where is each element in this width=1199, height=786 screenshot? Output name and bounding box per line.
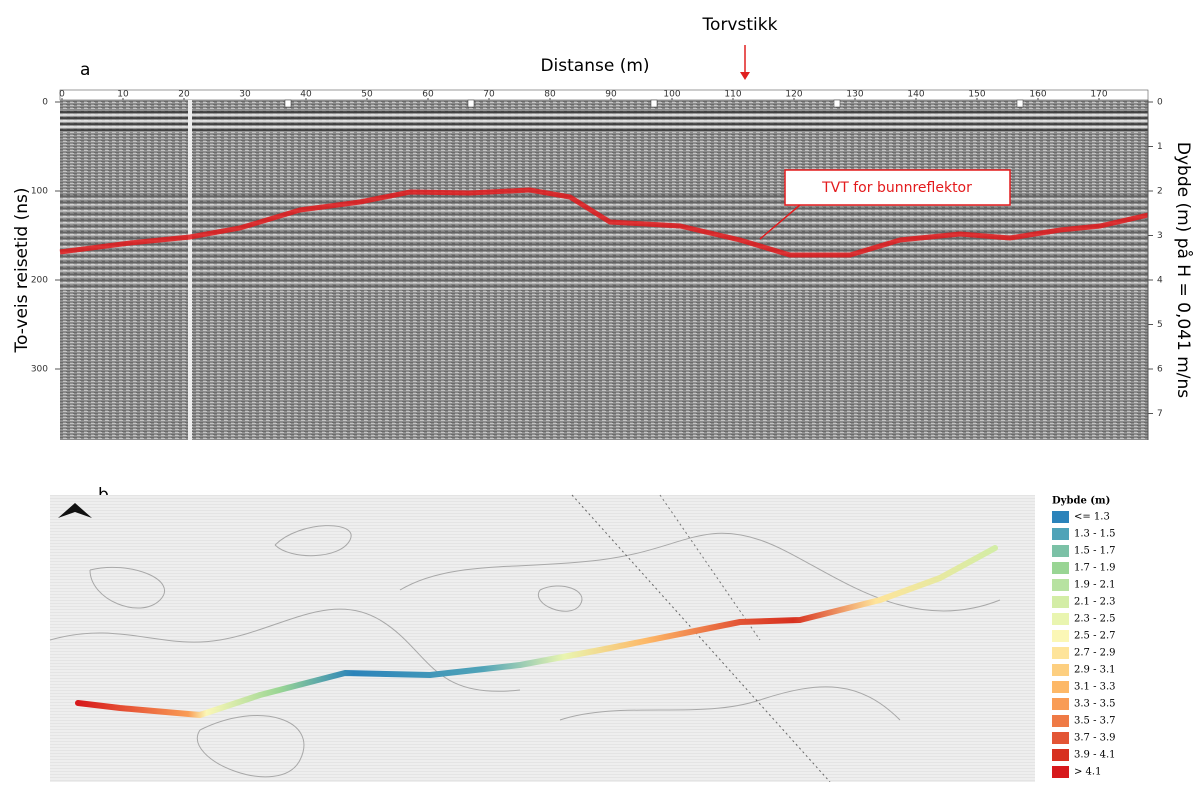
legend-label: > 4.1 bbox=[1074, 767, 1101, 778]
legend-swatch bbox=[1052, 647, 1069, 659]
legend-swatch bbox=[1052, 511, 1069, 523]
legend: <= 1.3 1.3 - 1.5 1.5 - 1.7 1.7 - 1.9 1.9 - 2… bbox=[1052, 511, 1116, 778]
marker-arrowhead bbox=[740, 72, 750, 80]
y2-tick-label: 5 bbox=[1157, 320, 1163, 330]
trace-marker bbox=[285, 100, 291, 107]
trace-marker bbox=[468, 100, 474, 107]
legend-label: 3.9 - 4.1 bbox=[1074, 750, 1116, 761]
annotation: TVT for bunnreflektor bbox=[821, 180, 972, 196]
legend-swatch bbox=[1052, 630, 1069, 642]
legend-swatch bbox=[1052, 596, 1069, 608]
y-tick-label: 200 bbox=[31, 276, 48, 286]
legend-label: 3.5 - 3.7 bbox=[1074, 716, 1116, 727]
radargram-band bbox=[60, 195, 1148, 290]
y2-tick-label: 7 bbox=[1157, 409, 1163, 419]
y2-tick-label: 3 bbox=[1157, 231, 1163, 241]
figure: Torvstikk a Distanse (m) TVT for bunnref… bbox=[0, 0, 1199, 782]
trace-marker bbox=[834, 100, 840, 107]
trace-marker bbox=[651, 100, 657, 107]
radargram-gap bbox=[188, 100, 192, 440]
legend-swatch bbox=[1052, 579, 1069, 591]
y-tick-label: 100 bbox=[31, 187, 48, 197]
legend-swatch bbox=[1052, 766, 1069, 778]
legend-title: Dybde (m) bbox=[1052, 496, 1110, 507]
legend-swatch bbox=[1052, 698, 1069, 710]
legend-label: 2.1 - 2.3 bbox=[1074, 597, 1116, 608]
y2-tick-label: 4 bbox=[1157, 276, 1163, 286]
legend-swatch bbox=[1052, 562, 1069, 574]
legend-swatch bbox=[1052, 681, 1069, 693]
legend-swatch bbox=[1052, 613, 1069, 625]
x-axis-label: Distanse (m) bbox=[540, 56, 649, 76]
legend-swatch bbox=[1052, 732, 1069, 744]
y2-axis-label: Dybde (m) på H = 0,041 m/ns bbox=[1173, 142, 1194, 398]
y2-tick-label: 2 bbox=[1157, 187, 1163, 197]
panel-letter: a bbox=[80, 60, 90, 80]
y-tick-label: 300 bbox=[31, 365, 48, 375]
legend-label: 3.1 - 3.3 bbox=[1074, 682, 1116, 693]
legend-swatch bbox=[1052, 749, 1069, 761]
trace-marker bbox=[1017, 100, 1023, 107]
legend-label: 1.5 - 1.7 bbox=[1074, 546, 1116, 557]
radargram-band bbox=[60, 110, 1148, 132]
legend-label: 2.3 - 2.5 bbox=[1074, 614, 1116, 625]
legend-label: 1.7 - 1.9 bbox=[1074, 563, 1116, 574]
legend-swatch bbox=[1052, 545, 1069, 557]
marker-label: Torvstikk bbox=[702, 15, 778, 35]
y-axis-label: To-veis reisetid (ns) bbox=[12, 188, 32, 354]
legend-label: 2.9 - 3.1 bbox=[1074, 665, 1116, 676]
legend-label: 3.7 - 3.9 bbox=[1074, 733, 1116, 744]
legend-swatch bbox=[1052, 715, 1069, 727]
legend-swatch bbox=[1052, 664, 1069, 676]
y-tick-label: 0 bbox=[42, 98, 48, 108]
legend-swatch bbox=[1052, 528, 1069, 540]
y2-tick-label: 6 bbox=[1157, 365, 1163, 375]
y2-tick-label: 0 bbox=[1157, 98, 1163, 108]
legend-label: 2.7 - 2.9 bbox=[1074, 648, 1116, 659]
legend-label: 1.9 - 2.1 bbox=[1074, 580, 1116, 591]
legend-label: 1.3 - 1.5 bbox=[1074, 529, 1116, 540]
y2-tick-label: 1 bbox=[1157, 142, 1163, 152]
legend-label: 3.3 - 3.5 bbox=[1074, 699, 1116, 710]
legend-label: <= 1.3 bbox=[1074, 512, 1110, 523]
legend-label: 2.5 - 2.7 bbox=[1074, 631, 1116, 642]
